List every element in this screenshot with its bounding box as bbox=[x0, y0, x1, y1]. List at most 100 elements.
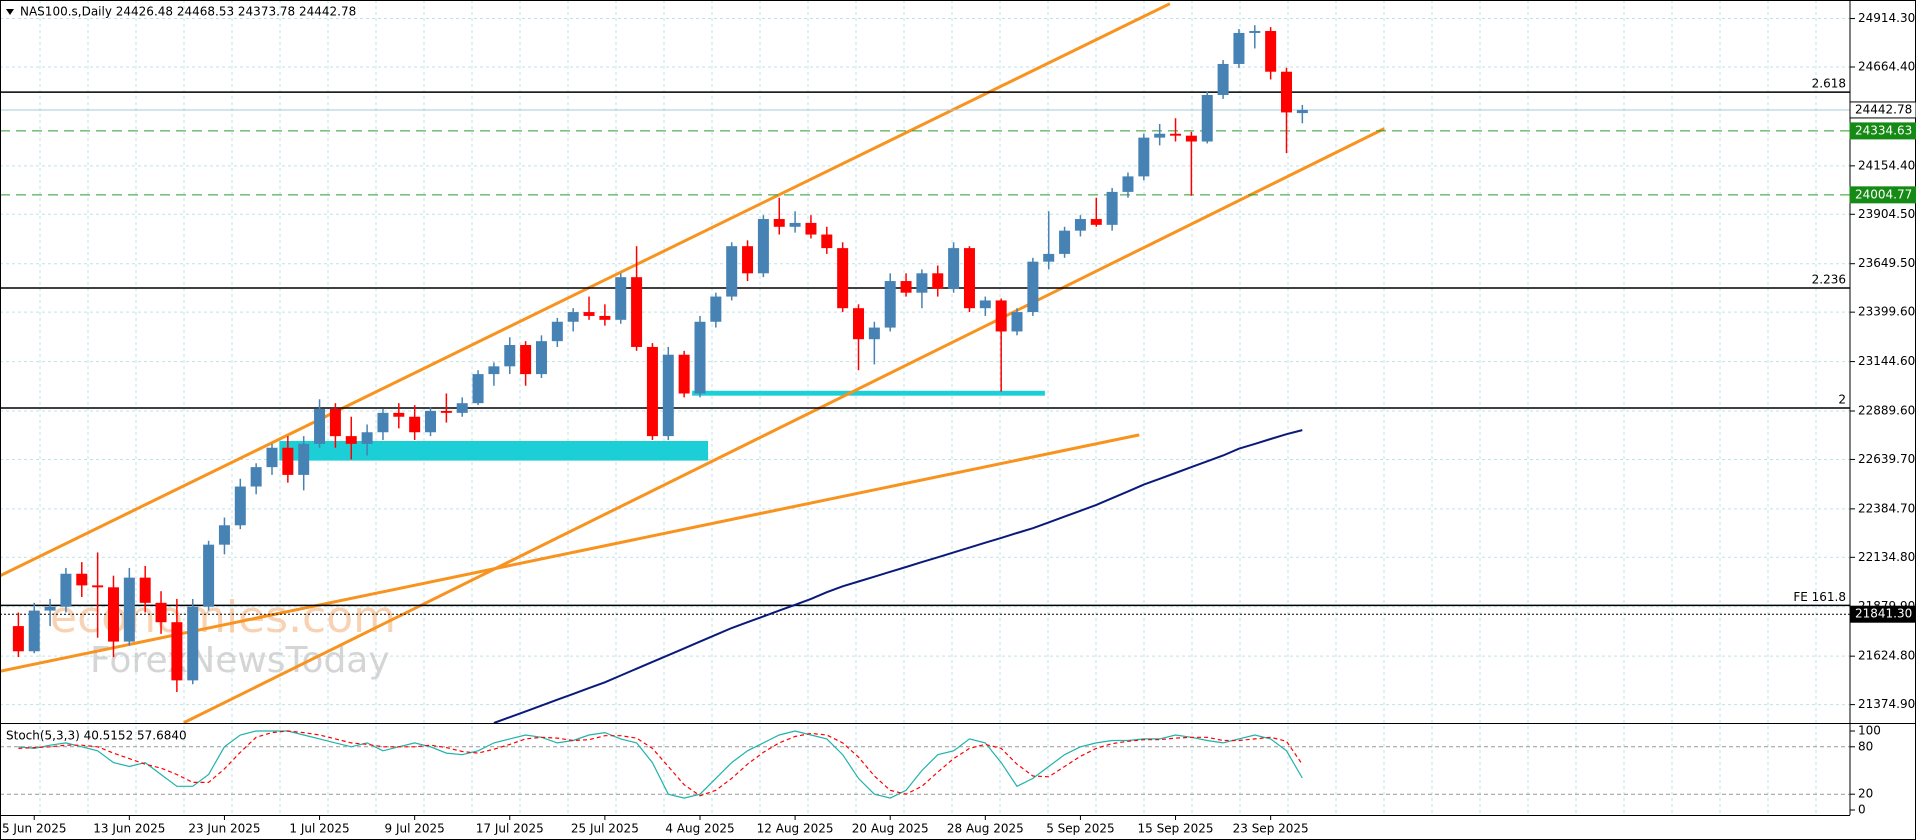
candle-body bbox=[837, 248, 849, 309]
x-tick-label: 15 Sep 2025 bbox=[1138, 822, 1214, 836]
y-tick-label: 22889.60 bbox=[1858, 404, 1915, 418]
candle-body bbox=[139, 577, 151, 603]
stoch-area bbox=[0, 730, 1850, 799]
candle-body bbox=[409, 416, 421, 433]
grid bbox=[0, 0, 1850, 815]
marker-label: 21841.30 bbox=[1855, 607, 1912, 621]
support-zone bbox=[279, 441, 709, 461]
candle-body bbox=[932, 273, 944, 289]
x-tick-label: 23 Jun 2025 bbox=[188, 822, 260, 836]
level-label: FE 161.8 bbox=[1793, 590, 1846, 604]
candle-body bbox=[60, 573, 72, 607]
candle-body bbox=[1154, 133, 1166, 138]
candle-body bbox=[884, 281, 896, 328]
candle-body bbox=[203, 544, 215, 607]
candle-body bbox=[742, 246, 754, 274]
candle-body bbox=[440, 410, 452, 413]
marker-box bbox=[1849, 101, 1916, 119]
candle-body bbox=[107, 587, 119, 642]
candle-body bbox=[314, 408, 326, 444]
candle-body bbox=[868, 327, 880, 340]
level-label: 2.618 bbox=[1812, 77, 1846, 91]
candle-body bbox=[948, 248, 960, 289]
marker-label: 24004.77 bbox=[1855, 187, 1912, 201]
x-tick-label: 28 Aug 2025 bbox=[947, 822, 1024, 836]
x-tick-label: 23 Sep 2025 bbox=[1233, 822, 1309, 836]
candle-body bbox=[979, 300, 991, 309]
trendline bbox=[0, 2, 1171, 578]
candle-body bbox=[218, 525, 230, 545]
candle-body bbox=[377, 412, 389, 433]
candle-body bbox=[92, 585, 104, 588]
x-tick-label: 1 Jul 2025 bbox=[289, 822, 349, 836]
level-label: 2 bbox=[1838, 393, 1846, 407]
candle-body bbox=[1122, 176, 1134, 192]
candle-body bbox=[821, 234, 833, 249]
candle-body bbox=[599, 315, 611, 320]
x-tick-label: 4 Aug 2025 bbox=[665, 822, 734, 836]
marker-box bbox=[1849, 186, 1916, 204]
support-zone bbox=[692, 390, 1045, 396]
candle-body bbox=[28, 610, 40, 652]
candle-body bbox=[963, 248, 975, 309]
candle-body bbox=[662, 354, 674, 437]
candle-body bbox=[361, 432, 373, 444]
candle-body bbox=[329, 408, 341, 437]
x-tick-label: 12 Aug 2025 bbox=[757, 822, 834, 836]
candle-body bbox=[567, 312, 579, 322]
candle-body bbox=[773, 219, 785, 227]
candle-body bbox=[266, 447, 278, 468]
candle-body bbox=[710, 296, 722, 322]
moving-average bbox=[493, 429, 1303, 723]
x-tick-label: 5 Jun 2025 bbox=[2, 822, 67, 836]
x-tick-label: 13 Jun 2025 bbox=[93, 822, 165, 836]
candle-body bbox=[282, 447, 294, 475]
stoch-signal bbox=[18, 730, 1303, 797]
candle-body bbox=[171, 622, 183, 681]
x-tick-label: 5 Sep 2025 bbox=[1046, 822, 1114, 836]
candle-body bbox=[1059, 230, 1071, 254]
candle-body bbox=[1138, 137, 1150, 177]
candle-body bbox=[1090, 219, 1102, 225]
candle-body bbox=[1185, 135, 1197, 142]
candle-body bbox=[345, 436, 357, 444]
y-tick-label: 24154.40 bbox=[1858, 158, 1915, 172]
candle-body bbox=[1074, 219, 1086, 231]
stoch-tick-label: 100 bbox=[1858, 724, 1881, 738]
y-tick-label: 23904.50 bbox=[1858, 207, 1915, 221]
candle-body bbox=[694, 321, 706, 394]
candle-body bbox=[583, 312, 595, 316]
candle-body bbox=[789, 222, 801, 227]
candle-body bbox=[488, 366, 500, 375]
candle-body bbox=[298, 443, 310, 475]
stoch-tick-label: 20 bbox=[1858, 787, 1873, 801]
candle-body bbox=[472, 374, 484, 404]
y-tick-label: 23144.60 bbox=[1858, 354, 1915, 368]
candle-body bbox=[646, 346, 658, 437]
marker-label: 24334.63 bbox=[1855, 123, 1912, 137]
x-tick-label: 25 Jul 2025 bbox=[571, 822, 639, 836]
candle-body bbox=[1106, 191, 1118, 225]
x-tick-label: 20 Aug 2025 bbox=[852, 822, 929, 836]
level-label: 2.236 bbox=[1812, 273, 1846, 287]
marker-box bbox=[1849, 122, 1916, 140]
candle-body bbox=[123, 577, 135, 642]
candle-body bbox=[1249, 31, 1261, 33]
stoch-tick-label: 0 bbox=[1858, 803, 1866, 817]
y-tick-label: 22384.70 bbox=[1858, 501, 1915, 515]
candle-body bbox=[425, 410, 437, 433]
title-arrow bbox=[6, 9, 14, 15]
candle-body bbox=[12, 626, 24, 652]
stoch-main bbox=[18, 730, 1303, 799]
candle-body bbox=[535, 341, 547, 375]
x-tick-label: 17 Jul 2025 bbox=[476, 822, 544, 836]
candle-body bbox=[1217, 63, 1229, 95]
candle-body bbox=[393, 412, 405, 417]
candle-body bbox=[1027, 261, 1039, 313]
candle-body bbox=[1170, 133, 1182, 136]
candle-body bbox=[1043, 253, 1055, 262]
candle-body bbox=[1011, 312, 1023, 332]
candle-body bbox=[757, 219, 769, 274]
